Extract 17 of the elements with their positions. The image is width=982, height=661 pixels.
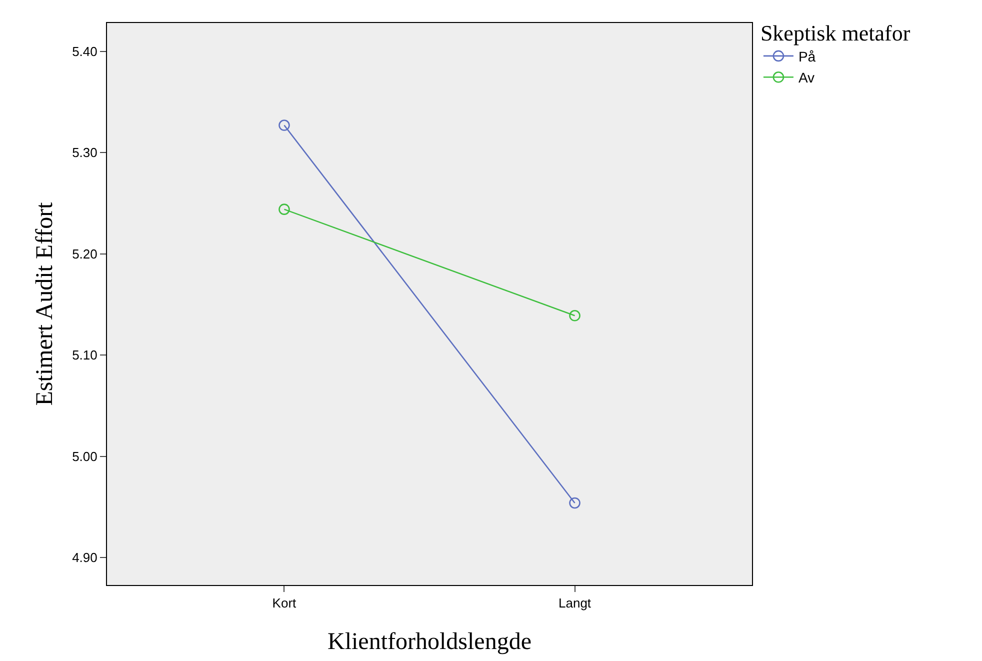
y-axis-title: Estimert Audit Effort: [32, 202, 58, 406]
point: [278, 120, 290, 131]
x-axis-title: Klientforholdslengde: [328, 628, 532, 655]
legend-label: På: [798, 48, 816, 64]
y-tick-label: 5.40: [72, 44, 98, 59]
y-tick-label: 5.30: [72, 145, 98, 160]
y-tick-label: 5.00: [72, 448, 98, 464]
legend-title: Skeptisk metafor: [760, 20, 911, 46]
x-tick-label: Langt: [558, 596, 592, 611]
point: [569, 497, 580, 509]
legend-label: Av: [798, 70, 815, 86]
x-tick-label: Kort: [272, 596, 297, 611]
point: [569, 310, 580, 322]
point: [278, 204, 290, 215]
y-tick-label: 5.10: [72, 348, 98, 363]
y-tick-label: 5.20: [72, 246, 98, 262]
y-tick-label: 4.90: [72, 550, 98, 566]
